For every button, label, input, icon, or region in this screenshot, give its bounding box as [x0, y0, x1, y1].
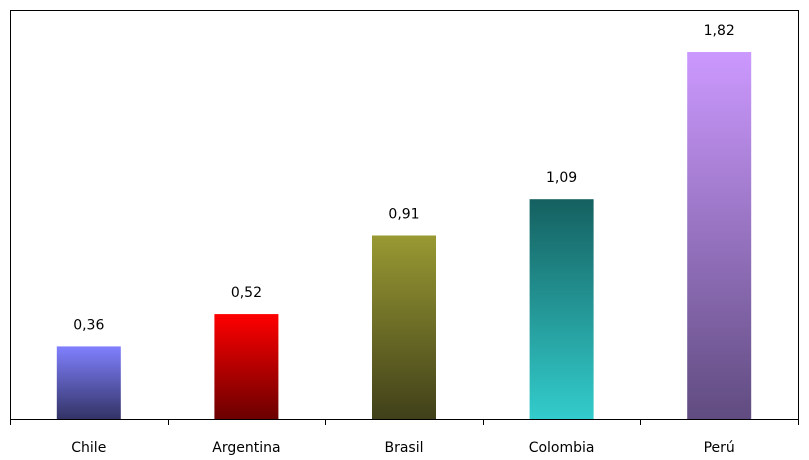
- value-label: 0,52: [231, 285, 262, 301]
- category-label: Colombia: [529, 440, 595, 456]
- bar-brasil: [372, 235, 436, 419]
- x-axis-tick-labels: Chile Argentina Brasil Colombia Perú: [71, 440, 735, 456]
- bar-perú: [687, 52, 752, 419]
- value-labels: 0,36 0,52 0,91 1,09 1,82: [73, 23, 735, 333]
- category-label: Chile: [71, 440, 106, 456]
- value-label: 0,91: [388, 207, 419, 223]
- value-label: 1,82: [704, 23, 735, 39]
- category-label: Perú: [704, 440, 735, 456]
- bar-colombia: [529, 199, 594, 419]
- bar-argentina: [214, 314, 279, 419]
- x-axis-ticks: [10, 419, 799, 425]
- bars: [56, 52, 752, 419]
- bar-chile: [56, 346, 121, 419]
- category-label: Argentina: [212, 440, 280, 456]
- category-label: Brasil: [384, 440, 423, 456]
- value-label: 0,36: [73, 317, 104, 333]
- value-label: 1,09: [546, 170, 577, 186]
